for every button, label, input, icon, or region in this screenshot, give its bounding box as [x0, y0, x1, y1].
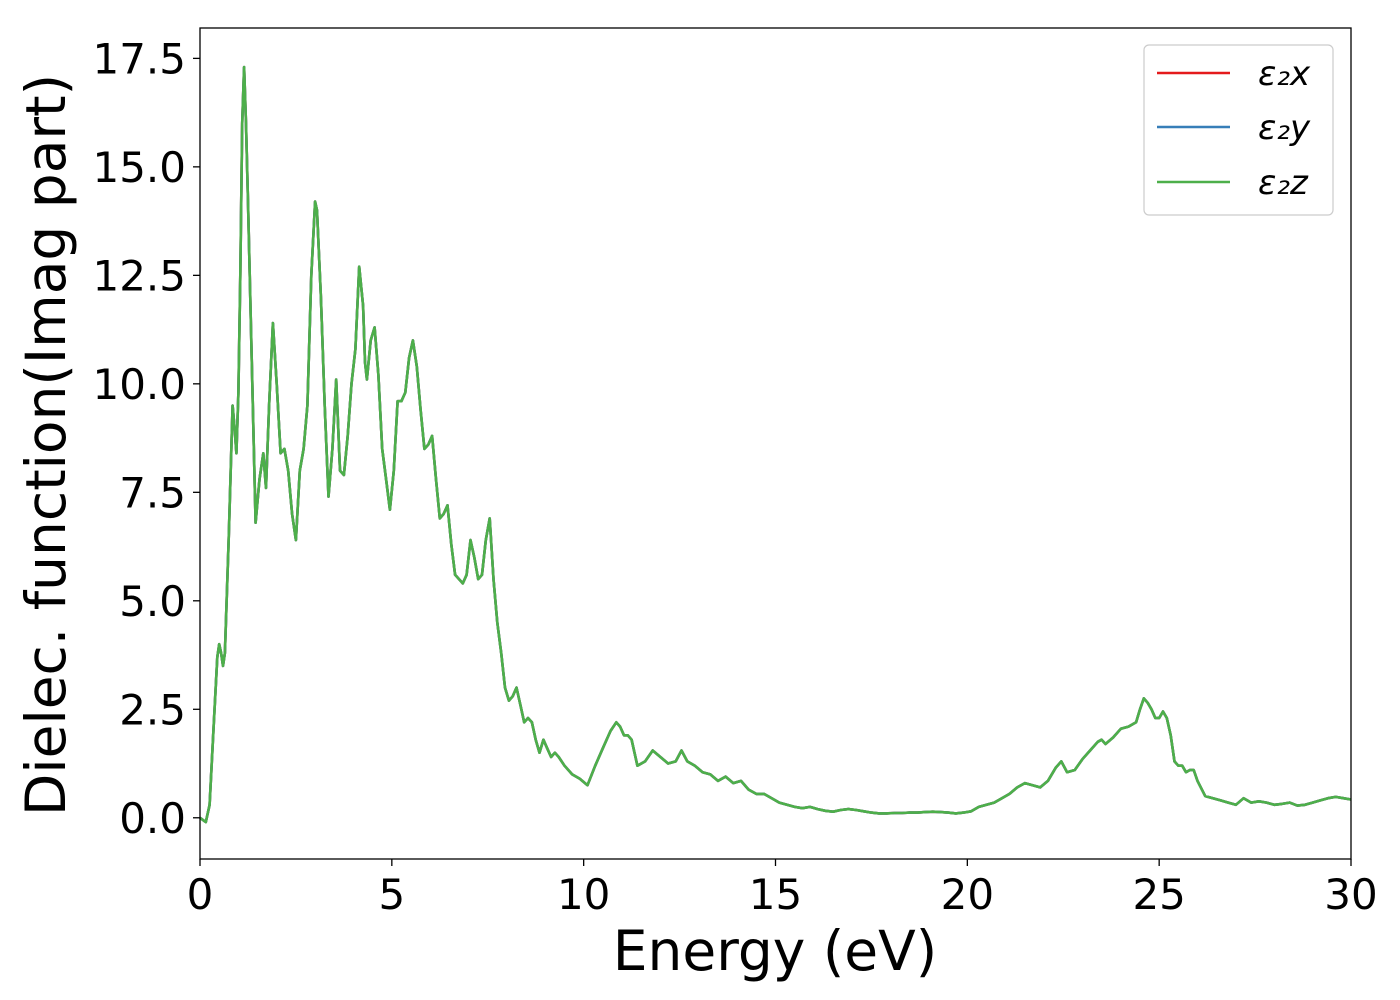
- x-tick-label: 20: [941, 870, 994, 919]
- y-tick-label: 0.0: [119, 794, 186, 843]
- y-tick-label: 12.5: [92, 251, 186, 300]
- y-tick-label: 10.0: [92, 360, 186, 409]
- x-tick-label: 10: [557, 870, 610, 919]
- y-tick-label: 17.5: [92, 34, 186, 83]
- legend: ε₂x ε₂y ε₂z: [1143, 44, 1334, 216]
- y-tick-label: 2.5: [119, 685, 186, 734]
- legend-label-y: ε₂y: [1258, 108, 1311, 148]
- series-line-z: [199, 65, 1352, 824]
- y-axis-label: Dielec. function(Imag part): [14, 74, 78, 816]
- legend-label-z: ε₂z: [1258, 163, 1309, 203]
- legend-box: [1143, 44, 1334, 216]
- y-tick-label: 7.5: [119, 468, 186, 517]
- x-tick-label: 30: [1324, 870, 1377, 919]
- x-tick-label: 25: [1132, 870, 1185, 919]
- x-tick-label: 5: [378, 870, 405, 919]
- y-tick-label: 15.0: [92, 143, 186, 192]
- x-axis: 0 5 10 15 20 25 30: [187, 859, 1378, 919]
- y-tick-label: 5.0: [119, 577, 186, 626]
- x-tick-label: 0: [187, 870, 214, 919]
- legend-label-x: ε₂x: [1258, 54, 1311, 94]
- series-layer: [199, 65, 1352, 824]
- x-tick-label: 15: [749, 870, 802, 919]
- x-axis-label: Energy (eV): [613, 919, 937, 983]
- y-axis: 0.0 2.5 5.0 7.5 10.0 12.5 15.0 17.5: [92, 34, 200, 843]
